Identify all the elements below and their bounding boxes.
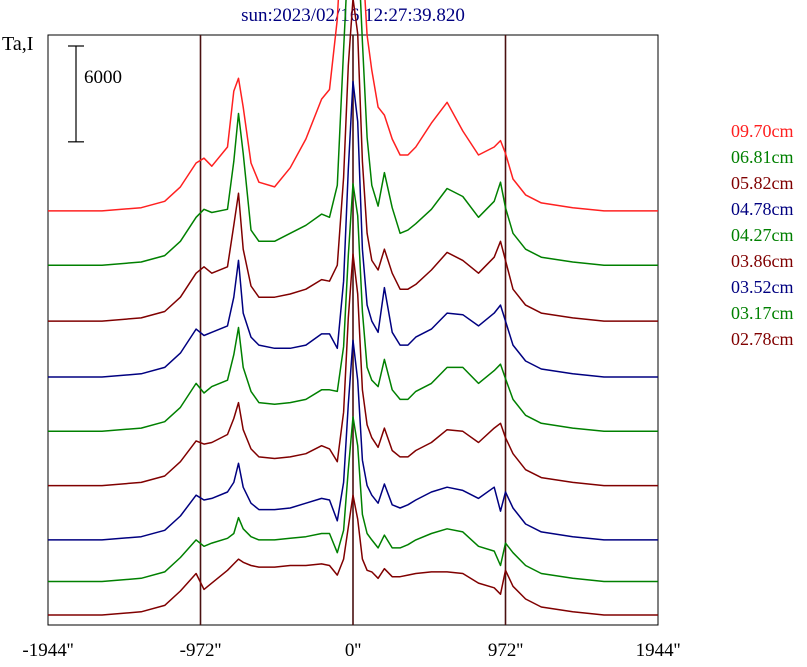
legend-entry-3: 04.78cm <box>731 199 794 219</box>
legend-entry-4: 04.27cm <box>731 225 794 245</box>
legend-entry-5: 03.86cm <box>731 251 794 271</box>
series-group <box>48 0 658 616</box>
series-line-8 <box>48 494 658 616</box>
series-line-7 <box>48 416 658 583</box>
x-tick-labels: -1944'' -972'' 0'' 972'' 1944'' <box>22 640 680 661</box>
legend-entry-2: 05.82cm <box>731 173 794 193</box>
y-axis-label: Ta,I <box>2 33 33 55</box>
series-line-2 <box>48 0 658 322</box>
series-line-5 <box>48 253 658 487</box>
legend-entry-6: 03.52cm <box>731 277 794 297</box>
legend-entry-0: 09.70cm <box>731 121 794 141</box>
legend-entry-1: 06.81cm <box>731 147 794 167</box>
legend-entry-7: 03.17cm <box>731 303 794 323</box>
series-line-6 <box>48 339 658 541</box>
x-tick-label-1: -972'' <box>180 640 222 661</box>
scale-bar-label: 6000 <box>84 67 122 88</box>
scale-bar <box>68 45 84 143</box>
series-line-0 <box>48 0 658 212</box>
x-tick-label-3: 972'' <box>488 640 523 661</box>
series-line-3 <box>48 80 658 378</box>
series-line-4 <box>48 183 658 433</box>
x-tick-label-4: 1944'' <box>636 640 681 661</box>
legend: 09.70cm 06.81cm 05.82cm 04.78cm 04.27cm 03.86… <box>731 121 794 349</box>
reference-lines <box>199 35 507 625</box>
x-tick-label-2: 0'' <box>345 640 361 661</box>
chart-title: sun:2023/02/16 12:27:39.820 <box>241 5 465 26</box>
legend-entry-8: 02.78cm <box>731 329 794 349</box>
series-line-1 <box>48 0 658 266</box>
x-tick-label-0: -1944'' <box>22 640 73 661</box>
